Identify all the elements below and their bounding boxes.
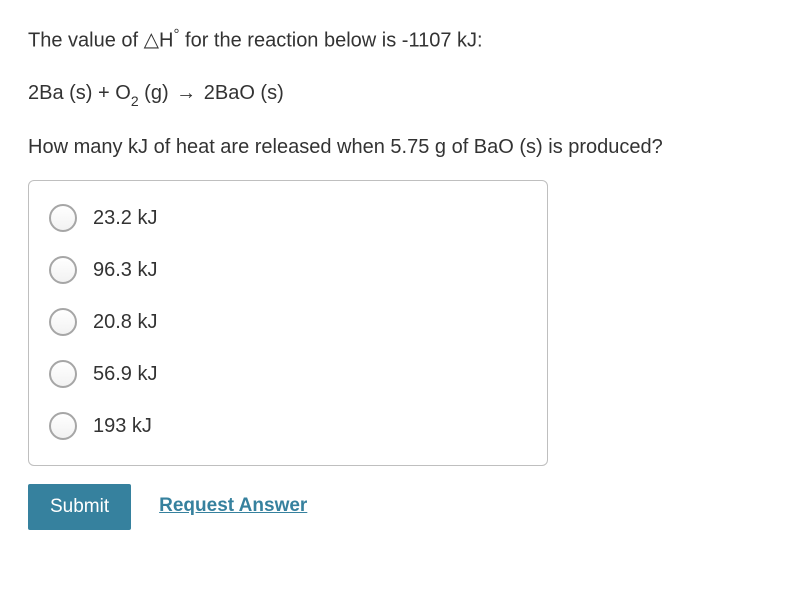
actions-bar: Submit Request Answer <box>28 484 772 530</box>
eq-sub-2: 2 <box>131 93 139 109</box>
radio-icon[interactable] <box>49 308 77 336</box>
eq-part-2: (g) <box>139 82 175 104</box>
followup-question: How many kJ of heat are released when 5.… <box>28 132 772 162</box>
request-answer-link[interactable]: Request Answer <box>159 492 307 521</box>
radio-icon[interactable] <box>49 256 77 284</box>
options-container: 23.2 kJ 96.3 kJ 20.8 kJ 56.9 kJ 193 kJ <box>28 180 548 466</box>
option-2[interactable]: 96.3 kJ <box>49 255 527 285</box>
option-1[interactable]: 23.2 kJ <box>49 203 527 233</box>
option-label: 193 kJ <box>93 411 152 441</box>
option-label: 96.3 kJ <box>93 255 157 285</box>
delta-symbol: △ <box>144 25 159 55</box>
radio-icon[interactable] <box>49 360 77 388</box>
intro-text-before: The value of <box>28 30 144 52</box>
option-label: 56.9 kJ <box>93 359 157 389</box>
delta-h: H <box>159 30 173 52</box>
radio-icon[interactable] <box>49 204 77 232</box>
option-4[interactable]: 56.9 kJ <box>49 359 527 389</box>
radio-icon[interactable] <box>49 412 77 440</box>
option-3[interactable]: 20.8 kJ <box>49 307 527 337</box>
option-label: 20.8 kJ <box>93 307 157 337</box>
option-label: 23.2 kJ <box>93 203 157 233</box>
intro-text-after: for the reaction below is -1107 kJ: <box>179 30 482 52</box>
question-intro: The value of △H° for the reaction below … <box>28 24 772 56</box>
eq-part-1: 2Ba (s) + O <box>28 82 131 104</box>
arrow-icon: → <box>176 82 196 104</box>
reaction-equation: 2Ba (s) + O2 (g) → 2BaO (s) <box>28 78 772 110</box>
eq-part-3: 2BaO (s) <box>198 82 284 104</box>
submit-button[interactable]: Submit <box>28 484 131 530</box>
option-5[interactable]: 193 kJ <box>49 411 527 441</box>
